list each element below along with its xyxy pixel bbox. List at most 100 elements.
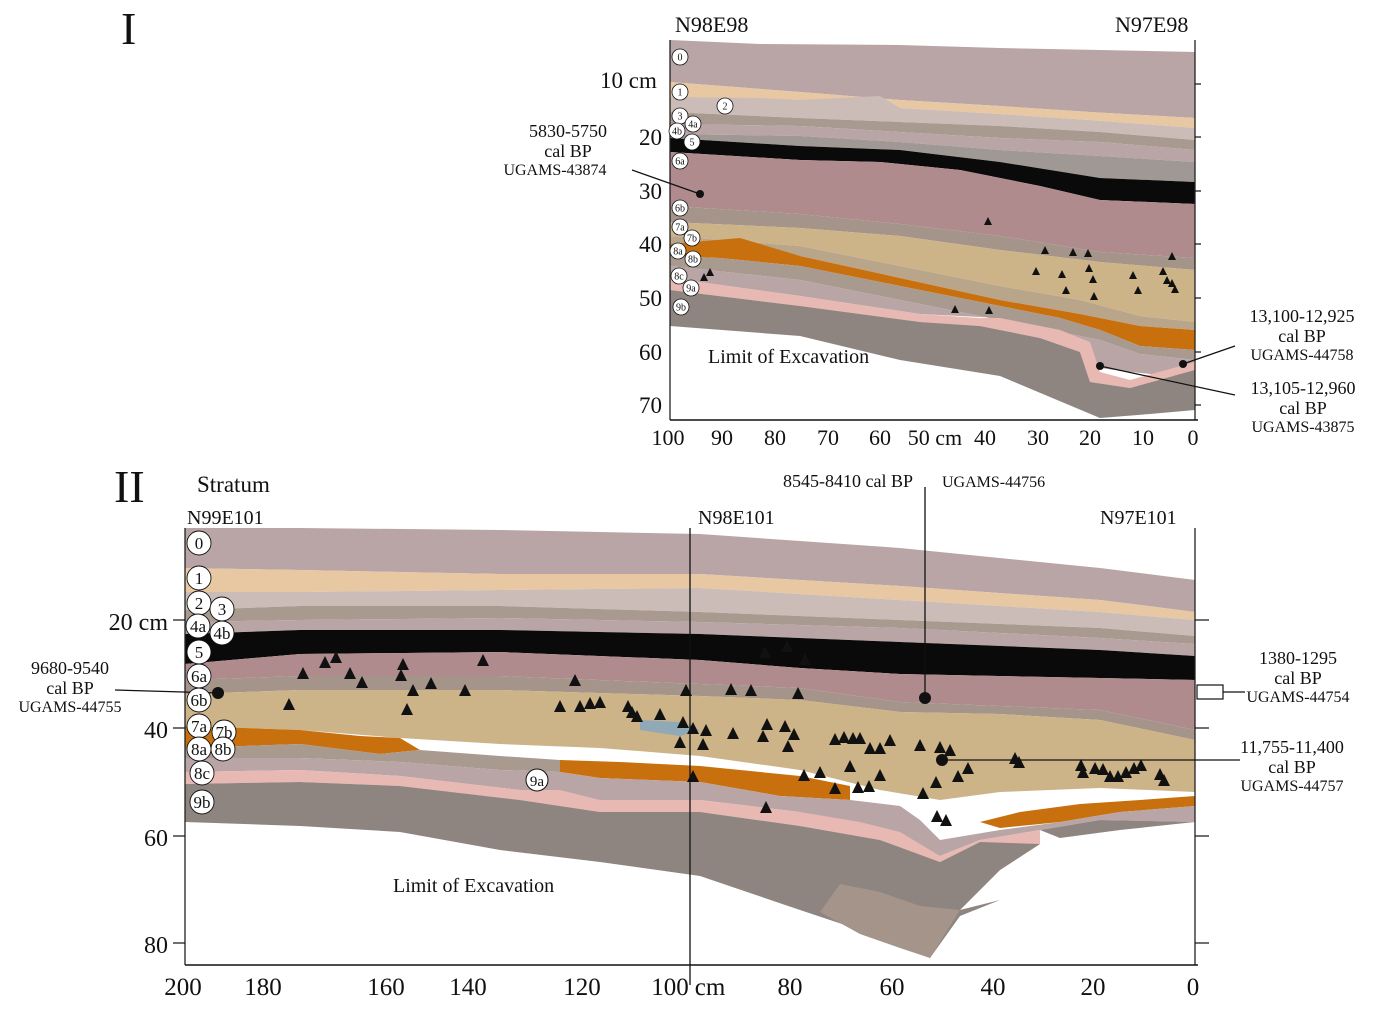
- date-range-43874: 5830-5750: [529, 121, 607, 141]
- stratum-8b-layer: [185, 744, 560, 772]
- panel-i-depth-tick: 30: [639, 179, 662, 204]
- artifact-triangle: [788, 728, 800, 740]
- stratum-7b-layer: [670, 236, 1195, 330]
- stratum-4b-layer: [670, 134, 1195, 182]
- stratum-8c-label: 8c: [194, 764, 211, 783]
- stratum-2-layer: [185, 588, 1195, 636]
- stratum-9b-marker: 9b: [672, 298, 690, 316]
- date-lab-44754: UGAMS-44754: [1246, 689, 1349, 706]
- stratum-2-marker: 2: [716, 97, 734, 115]
- artifact-triangle: [319, 656, 331, 668]
- stratum-7a-label: 7a: [191, 717, 208, 736]
- artifact-triangle: [344, 667, 356, 679]
- stratum-4a-label: 4a: [190, 617, 207, 636]
- date-unit-44757: cal BP: [1268, 757, 1316, 777]
- date-range-44755: 9680-9540: [31, 658, 109, 678]
- stratum-9a-marker: 9a: [682, 279, 700, 297]
- panel-ii-depth-tick: 40: [144, 718, 168, 744]
- panel-i-horizontal-axis: 100 90 80 70 60 50 cm 40 30 20 10 0: [652, 425, 1199, 450]
- panel-i-title: I: [121, 3, 137, 54]
- stratum-6a-label: 6a: [675, 157, 685, 168]
- panel-ii-depth-tick: 60: [144, 826, 168, 852]
- stratum-8a-layer: [670, 238, 1195, 350]
- panel-ii-grid-mid: N98E101: [698, 507, 775, 529]
- artifact-triangle: [864, 742, 876, 754]
- panel-i-horizontal-tick: 60: [869, 425, 891, 450]
- stratum-9a-label: 9a: [686, 284, 696, 295]
- stratum-8a-far-east-layer: [980, 796, 1195, 828]
- sample-marker-44754: [1196, 684, 1224, 700]
- panel-ii-grid-left: N99E101: [187, 507, 264, 529]
- panel-i-horizontal-tick: 10: [1132, 425, 1154, 450]
- stratum-0-label: 0: [195, 534, 204, 553]
- date-top-lab-44756: UGAMS-44756: [942, 474, 1045, 491]
- panel-i-horizontal-tick: 20: [1079, 425, 1101, 450]
- artifact-triangle: [1062, 286, 1070, 294]
- stratum-8c-label: 8c: [674, 272, 684, 283]
- artifact-triangle: [863, 780, 875, 792]
- panel-ii-title: II: [114, 461, 145, 512]
- panel-i-depth-10: 10 cm: [600, 68, 657, 93]
- artifact-triangle: [407, 684, 419, 696]
- artifact-triangle: [760, 801, 772, 813]
- stratum-9a-label: 9a: [530, 774, 545, 790]
- panel-ii-horizontal-tick: 20: [1081, 974, 1106, 1001]
- stratum-8a-east-layer: [560, 760, 850, 800]
- stratum-4b-marker: 4b: [668, 122, 686, 140]
- artifact-triangle: [814, 766, 826, 778]
- stratum-3-marker: 3: [209, 596, 235, 622]
- stratum-6b-label: 6b: [191, 691, 208, 710]
- stratum-0-marker: 0: [186, 530, 212, 556]
- panel-ii-horizontal-tick: cm: [695, 974, 726, 1001]
- stratum-5-marker: 5: [683, 133, 701, 151]
- artifact-triangle: [594, 696, 606, 708]
- panel-ii-stratum-header: Stratum: [197, 472, 270, 497]
- stratum-7b-label: 7b: [687, 234, 697, 245]
- artifact-triangle: [700, 724, 712, 736]
- stratum-6b-marker: 6b: [186, 687, 212, 713]
- stratum-9b-layer: [670, 290, 1195, 418]
- stratum-8c-layer: [185, 758, 1195, 856]
- stratum-5-marker: 5: [186, 639, 212, 665]
- artifact-triangle: [917, 787, 929, 799]
- stratum-8a-marker: 8a: [669, 242, 687, 260]
- stratum-9a-layer: [670, 278, 1195, 388]
- stratum-6a-layer: [185, 652, 1195, 730]
- artifact-triangle: [1058, 270, 1066, 278]
- artifact-triangle: [477, 654, 489, 666]
- artifact-triangle: [654, 708, 666, 720]
- artifact-triangle: [1134, 286, 1142, 294]
- date-lab-43875: UGAMS-43875: [1251, 419, 1354, 436]
- artifact-triangle: [395, 669, 407, 681]
- panel-i-horizontal-tick: 40: [974, 425, 996, 450]
- artifact-triangle: [914, 739, 926, 751]
- stratum-8a-label: 8a: [191, 740, 208, 759]
- stratum-8b-layer: [670, 256, 1195, 360]
- artifact-triangle: [854, 732, 866, 744]
- stratum-6a-marker: 6a: [186, 663, 212, 689]
- stratum-8b-marker: 8b: [684, 250, 702, 268]
- artifact-triangle: [1168, 279, 1176, 287]
- artifact-triangle: [700, 273, 708, 281]
- stratum-1-label: 1: [195, 569, 204, 588]
- artifact-triangle: [687, 722, 699, 734]
- stratum-0-marker: 0: [671, 48, 689, 66]
- artifact-triangle: [1077, 766, 1089, 778]
- panel-ii-horizontal-tick: 200: [164, 974, 202, 1001]
- panel-ii-horizontal-tick: 40: [981, 974, 1006, 1001]
- artifact-triangle: [1129, 271, 1137, 279]
- artifact-triangle: [1085, 264, 1093, 272]
- artifact-triangle: [1163, 276, 1171, 284]
- artifact-triangle: [569, 674, 581, 686]
- stratum-9b-pit-layer: [820, 884, 960, 958]
- artifact-triangle: [1158, 774, 1170, 786]
- stratum-6b-label: 6b: [675, 204, 685, 215]
- artifact-triangle: [745, 684, 757, 696]
- artifact-triangle: [1112, 770, 1124, 782]
- stratum-8a-layer: [185, 726, 420, 754]
- artifact-triangle: [782, 740, 794, 752]
- artifact-triangle: [1090, 292, 1098, 300]
- artifact-triangle: [781, 640, 793, 652]
